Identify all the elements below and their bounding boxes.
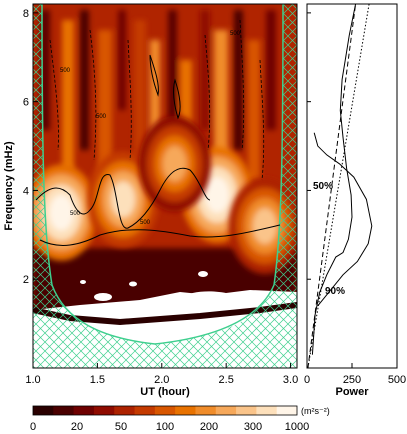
x-tick-label: 2.0 <box>154 374 169 386</box>
colorbar: 0 20 50 100 200 300 1000 (m²s⁻²) <box>30 405 330 433</box>
colorbar-swatch <box>134 406 156 415</box>
colorbar-swatch <box>53 406 75 415</box>
power-series-dashed <box>307 3 357 369</box>
contour-label: 500 <box>140 220 151 226</box>
colorbar-unit-label: (m²s⁻²) <box>301 406 330 416</box>
power-tick-label: 0 <box>304 374 310 386</box>
y-tick-label: 6 <box>23 97 29 109</box>
colorbar-swatch <box>154 406 176 415</box>
colorbar-swatch <box>256 406 278 415</box>
x-tick-label: 3.0 <box>283 374 298 386</box>
cone-hatch-right <box>150 4 297 368</box>
power-maximum-4 <box>138 115 211 212</box>
colorbar-swatches <box>33 406 298 415</box>
significance-contour <box>35 167 211 229</box>
y-tick-label: 8 <box>23 8 29 20</box>
colorbar-tick-label: 300 <box>244 421 262 433</box>
x-axis-label: UT (hour) <box>140 386 190 398</box>
global-power-panel: 0 250 500 50% 90% Power <box>304 3 406 398</box>
colorbar-swatch <box>33 406 54 415</box>
wavelet-spectrum-panel: 500 500 500 500 500 1.0 1.5 2.0 2.5 3.02468 … <box>3 3 298 398</box>
power-series-solid <box>311 3 357 355</box>
colorbar-swatch <box>215 406 237 415</box>
y-tick-label: 4 <box>23 185 29 197</box>
colorbar-swatch <box>236 406 257 415</box>
spectrum-frame <box>32 3 298 369</box>
power-axis-label: Power <box>335 386 369 398</box>
colorbar-ticks: 0 20 50 100 200 300 1000 <box>30 421 309 433</box>
power-series-solid-peak <box>313 132 373 307</box>
contour-label: 500 <box>96 114 107 120</box>
colorbar-tick-label: 50 <box>115 421 127 433</box>
power-maximum-0 <box>33 164 98 261</box>
power-curves <box>307 3 373 369</box>
contour-label: 500 <box>60 68 71 74</box>
colorbar-swatch <box>175 406 196 415</box>
cone-hatch-left <box>33 4 150 368</box>
colorbar-swatch <box>93 406 115 415</box>
x-tick-label: 1.0 <box>25 374 40 386</box>
significance-50-label: 50% <box>313 181 333 192</box>
colorbar-swatch <box>276 406 298 415</box>
colorbar-tick-label: 0 <box>30 421 36 433</box>
x-tick-label: 1.5 <box>90 374 105 386</box>
colorbar-tick-label: 100 <box>156 421 174 433</box>
colorbar-tick-label: 20 <box>71 421 83 433</box>
spectrum-axes: 1.0 1.5 2.0 2.5 3.0 2 4 6 8 <box>23 8 298 386</box>
colorbar-swatch <box>195 406 217 415</box>
colorbar-swatch <box>73 406 95 415</box>
power-axes: 0 250 500 <box>304 12 406 386</box>
colorbar-tick-label: 200 <box>200 421 218 433</box>
significance-90-label: 90% <box>325 286 345 297</box>
contour-label: 500 <box>70 211 81 217</box>
y-axis-label: Frequency (mHz) <box>3 141 15 231</box>
cone-of-influence <box>41 4 284 345</box>
colorbar-tick-label: 1000 <box>285 421 309 433</box>
colorbar-frame <box>32 405 298 416</box>
x-tick-label: 2.5 <box>219 374 234 386</box>
contour-label: 500 <box>230 31 241 37</box>
power-tick-label: 250 <box>343 374 361 386</box>
colorbar-swatch <box>114 406 136 415</box>
power-tick-label: 500 <box>388 374 406 386</box>
y-tick-label: 2 <box>23 274 29 286</box>
